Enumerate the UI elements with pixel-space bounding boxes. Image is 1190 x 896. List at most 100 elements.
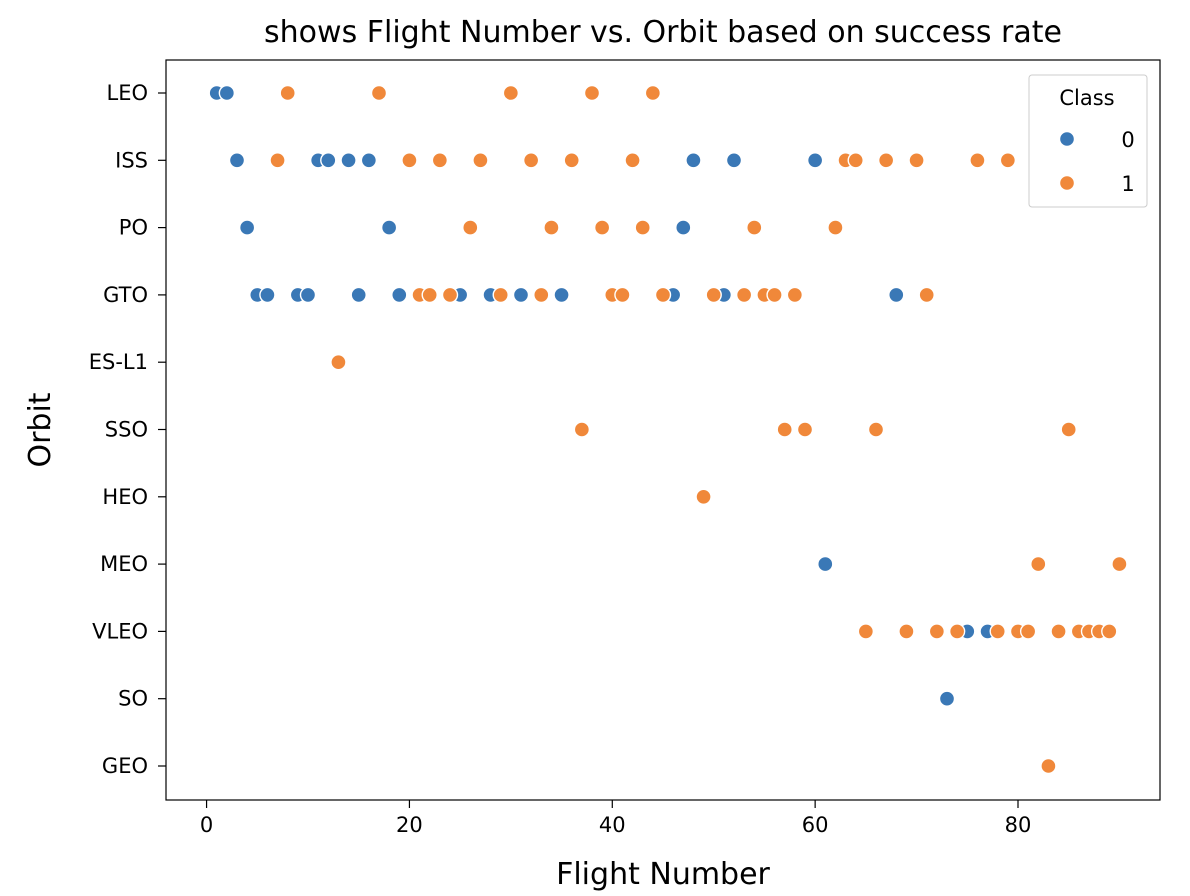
scatter-point-class-1 — [969, 152, 986, 169]
scatter-point-class-1 — [857, 623, 875, 640]
scatter-point-class-0 — [806, 152, 824, 169]
x-tick-label: 80 — [1005, 813, 1032, 837]
scatter-point-class-1 — [522, 152, 540, 169]
scatter-point-class-1 — [624, 152, 641, 169]
scatter-point-class-1 — [401, 152, 418, 169]
scatter-point-class-1 — [654, 286, 672, 304]
scatter-point-class-1 — [563, 152, 580, 169]
scatter-point-class-0 — [320, 152, 337, 169]
scatter-point-class-1 — [766, 286, 783, 304]
x-tick-label: 0 — [200, 813, 213, 837]
legend-title: Class — [1059, 86, 1114, 110]
scatter-point-class-0 — [238, 219, 256, 236]
scatter-point-class-0 — [512, 286, 530, 304]
scatter-point-class-1 — [705, 286, 722, 304]
scatter-point-class-1 — [1040, 757, 1057, 775]
scatter-point-class-1 — [1111, 555, 1128, 573]
scatter-point-class-1 — [583, 84, 601, 102]
y-tick-label: ES-L1 — [89, 350, 148, 374]
scatter-point-class-0 — [360, 152, 378, 169]
scatter-point-class-1 — [1060, 421, 1077, 438]
legend-label-class-1: 1 — [1121, 172, 1134, 196]
scatter-point-class-0 — [725, 152, 743, 169]
scatter-point-class-0 — [675, 219, 692, 236]
scatter-point-class-1 — [573, 421, 591, 438]
scatter-point-class-1 — [644, 84, 662, 102]
scatter-point-class-1 — [1019, 623, 1037, 640]
y-tick-label: LEO — [107, 81, 149, 105]
scatter-point-class-1 — [472, 152, 489, 169]
scatter-point-class-1 — [533, 286, 550, 304]
scatter-point-class-1 — [492, 286, 509, 304]
scatter-point-class-1 — [867, 421, 885, 438]
scatter-point-class-1 — [847, 152, 864, 169]
scatter-point-class-1 — [1050, 623, 1067, 640]
y-tick-label: MEO — [100, 552, 148, 576]
scatter-point-class-1 — [1030, 555, 1047, 573]
legend-marker-class-0 — [1058, 130, 1076, 148]
scatter-point-class-1 — [441, 286, 459, 304]
scatter-point-class-0 — [259, 286, 276, 304]
plot-frame — [165, 59, 1161, 801]
y-tick-label: SO — [118, 687, 148, 711]
scatter-point-class-0 — [553, 286, 570, 304]
scatter-point-class-1 — [786, 286, 804, 304]
scatter-point-class-1 — [502, 84, 520, 102]
y-axis-label: Orbit — [23, 392, 58, 467]
scatter-point-class-1 — [593, 219, 611, 236]
legend: Class 01 — [1028, 74, 1148, 208]
data-points — [208, 84, 1128, 775]
x-tick-label: 40 — [599, 813, 626, 837]
y-tick-label: SSO — [105, 418, 148, 442]
scatter-point-class-1 — [746, 219, 763, 236]
scatter-point-class-1 — [928, 623, 946, 640]
scatter-point-class-0 — [391, 286, 408, 304]
scatter-point-class-1 — [1101, 623, 1118, 640]
scatter-point-class-0 — [350, 286, 367, 304]
scatter-point-class-1 — [918, 286, 935, 304]
y-tick-label: GTO — [103, 283, 148, 307]
scatter-point-class-1 — [999, 152, 1017, 169]
scatter-point-class-1 — [948, 623, 966, 640]
legend-label-class-0: 0 — [1121, 128, 1134, 152]
scatter-point-class-0 — [380, 219, 398, 236]
scatter-point-class-0 — [218, 84, 236, 102]
scatter-point-class-1 — [898, 623, 915, 640]
scatter-point-class-1 — [370, 84, 388, 102]
legend-box — [1028, 74, 1148, 208]
scatter-point-class-0 — [938, 690, 956, 707]
scatter-point-class-0 — [299, 286, 317, 304]
scatter-point-class-1 — [330, 354, 347, 371]
scatter-point-class-1 — [877, 152, 895, 169]
legend-entries: 01 — [1058, 128, 1135, 196]
y-tick-label: GEO — [102, 754, 148, 778]
scatter-point-class-1 — [431, 152, 449, 169]
chart-title: shows Flight Number vs. Orbit based on s… — [264, 15, 1062, 50]
scatter-point-class-0 — [888, 286, 905, 304]
y-tick-label: VLEO — [92, 619, 148, 643]
scatter-point-class-1 — [735, 286, 753, 304]
scatter-point-class-1 — [614, 286, 631, 304]
scatter-point-class-1 — [634, 219, 651, 236]
scatter-point-class-1 — [421, 286, 438, 304]
scatter-point-class-1 — [908, 152, 925, 169]
scatter-point-class-1 — [279, 84, 296, 102]
scatter-point-class-1 — [462, 219, 479, 236]
x-tick-label: 60 — [802, 813, 829, 837]
y-tick-label: PO — [119, 216, 148, 240]
x-tick-label: 20 — [396, 813, 423, 837]
scatter-point-class-1 — [827, 219, 844, 236]
legend-marker-class-1 — [1058, 174, 1076, 192]
scatter-point-class-0 — [228, 152, 246, 169]
scatter-point-class-0 — [817, 555, 834, 573]
scatter-point-class-1 — [695, 488, 712, 505]
scatter-point-class-1 — [989, 623, 1006, 640]
scatter-point-class-0 — [685, 152, 702, 169]
axis-ticks: 0 20 40 60 80 LEO ISS PO GTO ES-L1 SSO HEO MEO VLEO SO… — [89, 81, 1032, 837]
scatter-point-class-1 — [796, 421, 814, 438]
y-tick-label: HEO — [102, 485, 148, 509]
y-tick-label: ISS — [115, 148, 148, 172]
scatter-point-class-1 — [543, 219, 560, 236]
scatter-point-class-1 — [776, 421, 793, 438]
